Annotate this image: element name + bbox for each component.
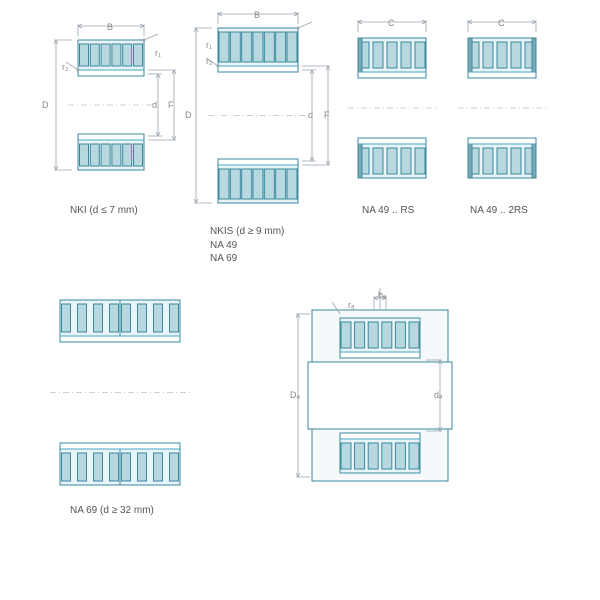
fig2-dim-r1: r₁ <box>206 40 212 50</box>
fig1-dim-F: F <box>168 100 174 110</box>
fig1-dim-r2: r₂ <box>62 62 69 72</box>
fig1-dim-B: B <box>107 22 113 32</box>
fig2-dim-B: B <box>254 10 260 20</box>
fig5-label: NA 69 (d ≥ 32 mm) <box>70 505 154 516</box>
fig1-dim-r1: r₁ <box>155 48 161 58</box>
fig1-label: NKI (d ≤ 7 mm) <box>70 205 138 216</box>
fig2-dim-F: F <box>324 110 330 120</box>
fig6-dim-da: dₐ <box>434 390 442 400</box>
fig2-dim-D: D <box>185 110 192 120</box>
fig3-dim-C: C <box>388 18 395 28</box>
fig2-dim-d: d <box>308 110 313 120</box>
fig1-dim-D: D <box>42 100 49 110</box>
fig4-dim-C: C <box>498 18 505 28</box>
fig6-dim-Da: Dₐ <box>290 390 300 400</box>
fig4-label: NA 49 .. 2RS <box>470 205 528 216</box>
fig2-label: NKIS (d ≥ 9 mm) NA 49 NA 69 <box>210 225 284 266</box>
fig6-dim-ra: rₐ <box>348 300 354 310</box>
fig6-dim-ba: bₐ <box>378 290 386 300</box>
fig2-dim-r2: r₂ <box>206 56 213 66</box>
fig1-dim-d: d <box>152 100 157 110</box>
fig3-label: NA 49 .. RS <box>362 205 414 216</box>
